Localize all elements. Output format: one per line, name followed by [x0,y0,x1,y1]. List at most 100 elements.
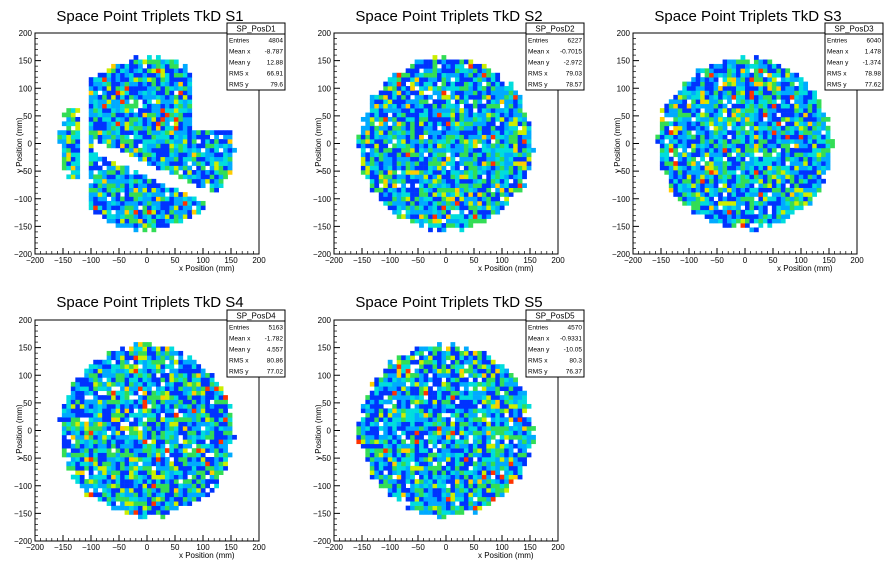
histogram-bin [134,148,139,153]
histogram-bin [486,113,491,118]
histogram-bin [442,205,447,210]
histogram-bin [379,117,384,122]
histogram-bin [388,117,393,122]
histogram-bin [361,161,366,166]
histogram-bin [482,161,487,166]
histogram-bin [424,82,429,87]
x-tick-label: −50 [112,256,126,265]
histogram-bin [89,448,94,453]
histogram-bin [727,68,732,73]
histogram-bin [125,457,130,462]
histogram-bin [428,188,433,193]
histogram-bin [116,497,121,502]
histogram-bin [374,431,379,436]
histogram-bin [790,86,795,91]
histogram-bin [388,413,393,418]
histogram-bin [165,426,170,431]
histogram-bin [709,99,714,104]
histogram-bin [201,466,206,471]
stats-name: SP_PosD1 [236,25,276,34]
histogram-bin [62,144,67,149]
histogram-bin [392,417,397,422]
histogram-bin [156,484,161,489]
histogram-bin [374,139,379,144]
y-tick-label: −150 [612,222,631,231]
histogram-bin [365,417,370,422]
histogram-bin [98,484,103,489]
histogram-bin [527,144,532,149]
histogram-bin [151,382,156,387]
histogram-bin [410,64,415,69]
histogram-bin [370,144,375,149]
histogram-bin [107,484,112,489]
histogram-bin [749,108,754,113]
histogram-bin [673,126,678,131]
histogram-bin [134,117,139,122]
histogram-bin [214,413,219,418]
histogram-bin [174,439,179,444]
histogram-bin [169,130,174,135]
histogram-bin [134,475,139,480]
histogram-bin [120,506,125,511]
histogram-bin [419,210,424,215]
histogram-bin [669,139,674,144]
histogram-bin [165,382,170,387]
histogram-bin [776,68,781,73]
histogram-bin [356,435,361,440]
histogram-bin [66,444,71,449]
histogram-bin [111,130,116,135]
histogram-bin [134,68,139,73]
histogram-bin [138,386,143,391]
histogram-bin [504,174,509,179]
histogram-bin [527,126,532,131]
histogram-bin [374,99,379,104]
histogram-bin [116,351,121,356]
histogram-bin [745,104,750,109]
histogram-bin [495,148,500,153]
histogram-bin [107,444,112,449]
histogram-bin [723,214,728,219]
histogram-bin [673,179,678,184]
histogram-bin [178,192,183,197]
histogram-bin [745,201,750,206]
histogram-bin [736,201,741,206]
histogram-bin [84,453,89,458]
histogram-bin [812,170,817,175]
histogram-bin [473,90,478,95]
histogram-bin [406,157,411,162]
histogram-bin [151,201,156,206]
histogram-bin [174,95,179,100]
histogram-bin [178,152,183,157]
histogram-bin [776,197,781,202]
histogram-bin [174,360,179,365]
histogram-bin [223,170,228,175]
histogram-bin [169,82,174,87]
histogram-bin [700,104,705,109]
histogram-bin [754,117,759,122]
histogram-bin [486,73,491,78]
histogram-bin [808,197,813,202]
histogram-bin [75,174,80,179]
histogram-bin [504,161,509,166]
histogram-bin [776,130,781,135]
histogram-bin [165,484,170,489]
histogram-bin [116,470,121,475]
histogram-bin [714,170,719,175]
histogram-bin [174,139,179,144]
histogram-bin [763,64,768,69]
histogram-bin [705,192,710,197]
histogram-bin [89,444,94,449]
histogram-bin [392,86,397,91]
histogram-bin [767,68,772,73]
histogram-bin [210,373,215,378]
histogram-bin [98,139,103,144]
histogram-bin [71,130,76,135]
histogram-bin [174,157,179,162]
histogram-bin [495,99,500,104]
histogram-bin [709,152,714,157]
histogram-bin [718,113,723,118]
histogram-bin [98,73,103,78]
histogram-bin [151,422,156,427]
histogram-bin [450,73,455,78]
histogram-bin [205,382,210,387]
